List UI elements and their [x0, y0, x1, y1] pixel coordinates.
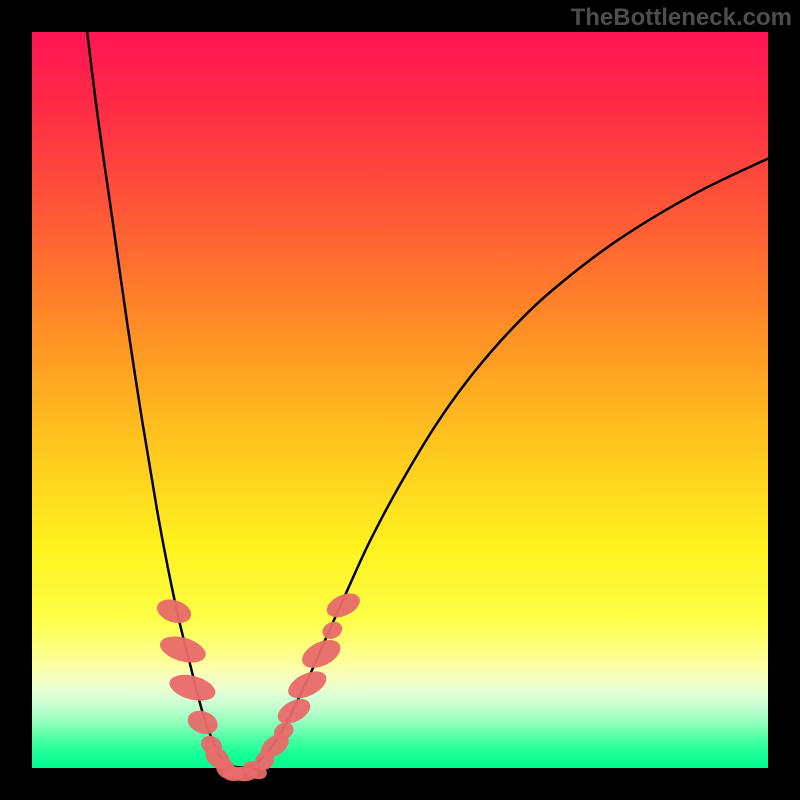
watermark-text: TheBottleneck.com	[571, 4, 792, 32]
data-marker	[184, 707, 221, 738]
data-marker	[298, 634, 345, 673]
data-marker	[154, 595, 194, 627]
data-marker	[284, 666, 331, 704]
plot-area	[32, 32, 768, 768]
chart-frame: TheBottleneck.com	[0, 0, 800, 800]
curve-left-branch	[87, 32, 239, 767]
data-marker	[319, 619, 345, 643]
data-marker	[274, 694, 315, 729]
data-marker	[323, 589, 364, 623]
curve-svg	[32, 32, 768, 768]
